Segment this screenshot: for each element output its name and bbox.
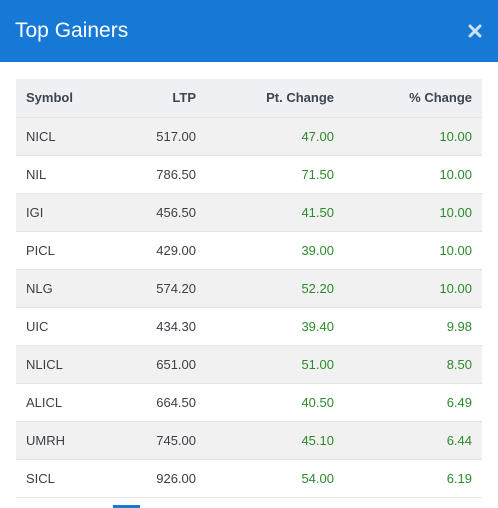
close-icon xyxy=(468,24,482,38)
pt-change-cell: 51.00 xyxy=(206,345,344,384)
pt-change-cell: 39.00 xyxy=(206,231,344,270)
column-header-ltp[interactable]: LTP xyxy=(134,79,206,118)
modal-header: Top Gainers xyxy=(0,0,498,62)
pct-change-cell: 6.49 xyxy=(344,383,482,422)
column-header-pct-change[interactable]: % Change xyxy=(344,79,482,118)
table-row[interactable]: UIC 434.30 39.40 9.98 xyxy=(16,307,482,346)
table-row[interactable]: NLG 574.20 52.20 10.00 xyxy=(16,269,482,308)
pt-change-cell: 47.00 xyxy=(206,117,344,156)
symbol-cell: NICL xyxy=(16,117,134,156)
pt-change-cell: 45.10 xyxy=(206,421,344,460)
symbol-cell: NIL xyxy=(16,155,134,194)
table-row[interactable]: PICL 429.00 39.00 10.00 xyxy=(16,231,482,270)
symbol-cell: IGI xyxy=(16,193,134,232)
pct-change-cell: 10.00 xyxy=(344,117,482,156)
table-row[interactable]: NICL 517.00 47.00 10.00 xyxy=(16,117,482,156)
pct-change-cell: 10.00 xyxy=(344,193,482,232)
symbol-cell: NLG xyxy=(16,269,134,308)
gainers-table: Symbol LTP Pt. Change % Change NICL 517.0… xyxy=(16,79,482,498)
column-header-pt-change[interactable]: Pt. Change xyxy=(206,79,344,118)
pct-change-cell: 10.00 xyxy=(344,269,482,308)
symbol-cell: SICL xyxy=(16,459,134,498)
ltp-cell: 786.50 xyxy=(134,155,206,194)
symbol-cell: ALICL xyxy=(16,383,134,422)
scroll-indicator xyxy=(113,505,140,508)
ltp-cell: 651.00 xyxy=(134,345,206,384)
symbol-cell: UIC xyxy=(16,307,134,346)
ltp-cell: 664.50 xyxy=(134,383,206,422)
ltp-cell: 745.00 xyxy=(134,421,206,460)
pt-change-cell: 54.00 xyxy=(206,459,344,498)
symbol-cell: NLICL xyxy=(16,345,134,384)
column-header-symbol[interactable]: Symbol xyxy=(16,79,134,118)
pct-change-cell: 10.00 xyxy=(344,231,482,270)
table-row[interactable]: IGI 456.50 41.50 10.00 xyxy=(16,193,482,232)
ltp-cell: 456.50 xyxy=(134,193,206,232)
ltp-cell: 517.00 xyxy=(134,117,206,156)
pct-change-cell: 6.44 xyxy=(344,421,482,460)
ltp-cell: 926.00 xyxy=(134,459,206,498)
modal-title: Top Gainers xyxy=(15,19,129,42)
pct-change-cell: 6.19 xyxy=(344,459,482,498)
pt-change-cell: 52.20 xyxy=(206,269,344,308)
table-row[interactable]: UMRH 745.00 45.10 6.44 xyxy=(16,421,482,460)
table-row[interactable]: SICL 926.00 54.00 6.19 xyxy=(16,459,482,498)
ltp-cell: 429.00 xyxy=(134,231,206,270)
pt-change-cell: 71.50 xyxy=(206,155,344,194)
ltp-cell: 574.20 xyxy=(134,269,206,308)
table-row[interactable]: NLICL 651.00 51.00 8.50 xyxy=(16,345,482,384)
table-header-row: Symbol LTP Pt. Change % Change xyxy=(16,79,482,118)
pct-change-cell: 10.00 xyxy=(344,155,482,194)
table-row[interactable]: ALICL 664.50 40.50 6.49 xyxy=(16,383,482,422)
pct-change-cell: 8.50 xyxy=(344,345,482,384)
pt-change-cell: 39.40 xyxy=(206,307,344,346)
pt-change-cell: 41.50 xyxy=(206,193,344,232)
pct-change-cell: 9.98 xyxy=(344,307,482,346)
symbol-cell: PICL xyxy=(16,231,134,270)
table-row[interactable]: NIL 786.50 71.50 10.00 xyxy=(16,155,482,194)
close-button[interactable] xyxy=(466,22,484,40)
ltp-cell: 434.30 xyxy=(134,307,206,346)
symbol-cell: UMRH xyxy=(16,421,134,460)
pt-change-cell: 40.50 xyxy=(206,383,344,422)
